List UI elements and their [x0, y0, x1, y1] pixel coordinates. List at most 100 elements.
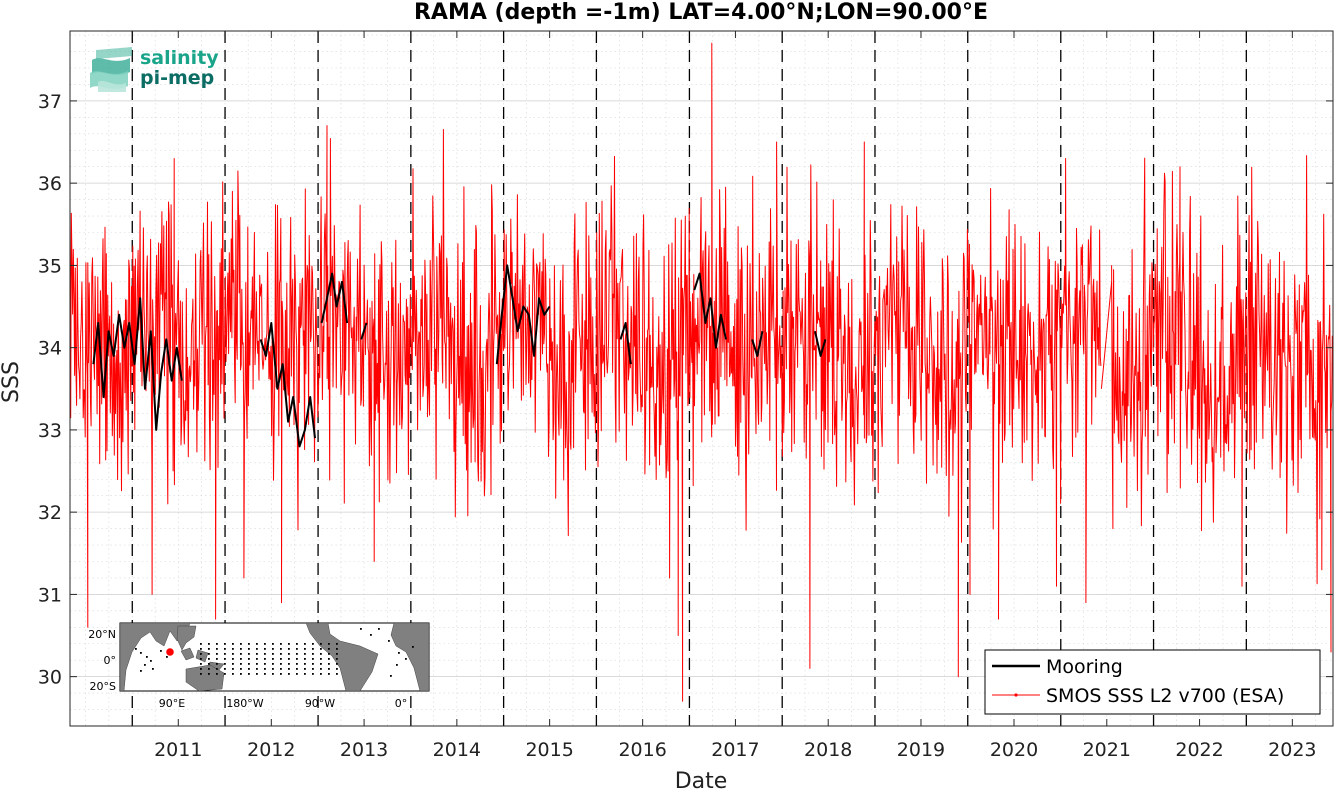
inset-map-site-marker: [166, 648, 174, 656]
inset-map-buoy-marker: [272, 673, 274, 675]
inset-map-buoy-marker: [140, 670, 142, 672]
series-mooring-line: [751, 330, 764, 357]
logo-text-salinity: salinity: [140, 47, 219, 69]
legend-label-mooring: Mooring: [1046, 656, 1123, 678]
inset-map-buoy-marker: [296, 658, 298, 660]
inset-map-buoy-marker: [280, 653, 282, 655]
inset-map-buoy-marker: [320, 658, 322, 660]
inset-map-buoy-marker: [216, 673, 218, 675]
inset-map-buoy-marker: [288, 668, 290, 670]
inset-map-buoy-marker: [144, 664, 146, 666]
series-mooring-line: [619, 322, 632, 365]
x-axis-ticks: 2011 2012 2013 2014 2015 2016 2017 2018 2019 2020…: [154, 31, 1317, 761]
inset-map-buoy-marker: [240, 653, 242, 655]
inset-map-buoy-marker: [224, 673, 226, 675]
inset-map-buoy-marker: [296, 643, 298, 645]
inset-map-buoy-marker: [200, 658, 202, 660]
inset-map-buoy-marker: [264, 648, 266, 650]
inset-map-buoy-marker: [224, 668, 226, 670]
inset-map-buoy-marker: [304, 643, 306, 645]
inset-map-buoy-marker: [208, 668, 210, 670]
inset-map-land-americas: [305, 623, 379, 691]
series-mooring-line: [320, 272, 349, 324]
inset-map-buoy-marker: [232, 653, 234, 655]
y-tick-label: 32: [38, 502, 62, 524]
inset-map-buoy-marker: [398, 652, 400, 654]
inset-map-buoy-marker: [328, 673, 330, 675]
inset-map: 20°N 0° 20°S 90°E 180°W 90°W 0°: [88, 622, 430, 710]
inset-map-buoy-marker: [224, 643, 226, 645]
series-smos: [70, 42, 1333, 702]
inset-map-buoy-marker: [296, 653, 298, 655]
inset-map-buoy-marker: [312, 653, 314, 655]
inset-map-buoy-marker: [256, 658, 258, 660]
inset-map-buoy-marker: [336, 663, 338, 665]
inset-map-buoy-marker: [312, 663, 314, 665]
inset-map-buoy-marker: [256, 643, 258, 645]
inset-map-buoy-marker: [208, 643, 210, 645]
inset-map-buoy-marker: [200, 668, 202, 670]
inset-map-buoy-marker: [216, 653, 218, 655]
inset-map-buoy-marker: [272, 648, 274, 650]
inset-map-buoy-marker: [208, 658, 210, 660]
inset-map-buoy-marker: [224, 663, 226, 665]
inset-map-buoy-marker: [256, 663, 258, 665]
inset-map-buoy-marker: [248, 643, 250, 645]
x-tick-label: 2018: [804, 739, 852, 761]
inset-map-buoy-marker: [328, 668, 330, 670]
inset-map-buoy-marker: [208, 653, 210, 655]
y-tick-label: 31: [38, 584, 62, 606]
y-tick-label: 34: [38, 338, 62, 360]
inset-map-buoy-marker: [224, 658, 226, 660]
inset-map-buoy-marker: [288, 658, 290, 660]
inset-map-buoy-marker: [296, 668, 298, 670]
inset-map-buoy-marker: [296, 673, 298, 675]
inset-map-buoy-marker: [312, 643, 314, 645]
inset-map-buoy-marker: [336, 673, 338, 675]
inset-map-buoy-marker: [200, 643, 202, 645]
inset-map-buoy-marker: [280, 668, 282, 670]
inset-map-buoy-marker: [336, 668, 338, 670]
inset-map-buoy-marker: [240, 663, 242, 665]
inset-map-buoy-marker: [208, 648, 210, 650]
x-tick-label: 2013: [340, 739, 388, 761]
logo-text-pi-mep: pi-mep: [140, 67, 214, 89]
inset-map-buoy-marker: [288, 653, 290, 655]
inset-map-buoy-marker: [304, 663, 306, 665]
x-tick-label: 2011: [154, 739, 202, 761]
inset-map-buoy-marker: [320, 653, 322, 655]
inset-map-buoy-marker: [280, 658, 282, 660]
inset-map-land-australia: [185, 664, 225, 691]
series-mooring-line: [693, 272, 727, 349]
inset-map-buoy-marker: [240, 673, 242, 675]
inset-map-buoy-marker: [232, 658, 234, 660]
inset-map-buoy-marker: [288, 663, 290, 665]
inset-map-buoy-marker: [256, 653, 258, 655]
inset-map-buoy-marker: [200, 673, 202, 675]
inset-map-buoy-marker: [200, 653, 202, 655]
inset-map-buoy-marker: [200, 663, 202, 665]
x-axis-label: Date: [675, 769, 728, 790]
inset-map-buoy-marker: [328, 658, 330, 660]
inset-map-buoy-marker: [320, 643, 322, 645]
inset-map-buoy-marker: [336, 648, 338, 650]
series-mooring-line: [92, 297, 183, 431]
salinity-waves-icon: [90, 47, 132, 92]
inset-map-buoy-marker: [336, 658, 338, 660]
inset-map-buoy-marker: [328, 653, 330, 655]
inset-map-buoy-marker: [370, 634, 372, 636]
inset-map-buoy-marker: [248, 648, 250, 650]
inset-map-lat-label-0: 0°: [104, 654, 117, 667]
inset-map-buoy-marker: [412, 646, 414, 648]
inset-map-buoy-sites: [135, 628, 414, 677]
inset-map-buoy-marker: [304, 668, 306, 670]
inset-map-buoy-marker: [224, 653, 226, 655]
inset-map-buoy-marker: [232, 643, 234, 645]
inset-map-buoy-marker: [272, 653, 274, 655]
inset-map-buoy-marker: [146, 656, 148, 658]
inset-map-lon-label-180w: 180°W: [226, 697, 263, 710]
inset-map-buoy-marker: [216, 643, 218, 645]
inset-map-buoy-marker: [296, 648, 298, 650]
inset-map-buoy-marker: [152, 668, 154, 670]
